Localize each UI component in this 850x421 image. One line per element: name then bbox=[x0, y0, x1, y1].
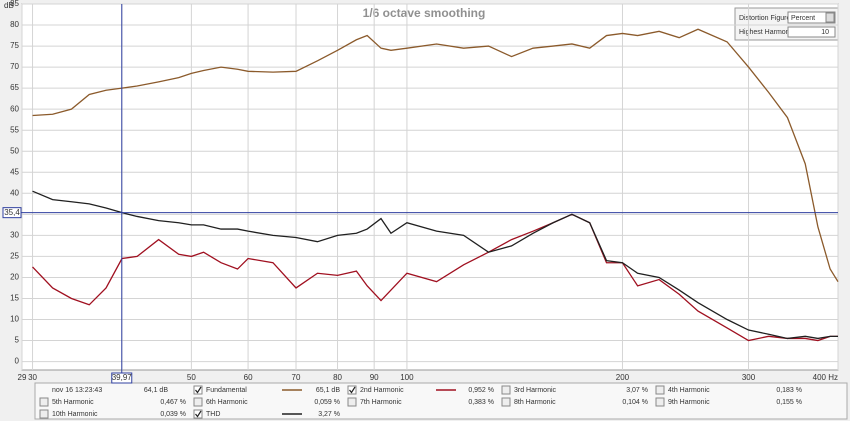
legend-name: THD bbox=[206, 411, 220, 418]
timestamp: nov 16 13:23:43 bbox=[52, 387, 102, 394]
legend-readout: 0,155 % bbox=[776, 399, 802, 406]
harmonic-input[interactable] bbox=[787, 26, 836, 38]
y-tick-label: 55 bbox=[10, 125, 19, 134]
legend-name: 7th Harmonic bbox=[360, 399, 402, 406]
check-mark bbox=[349, 386, 356, 394]
legend-checkbox[interactable] bbox=[39, 409, 49, 419]
y-tick-label: 30 bbox=[10, 230, 19, 239]
y-tick-label: 10 bbox=[10, 315, 19, 324]
y-tick-label: 0 bbox=[15, 357, 20, 366]
legend-readout: 0,383 % bbox=[468, 399, 494, 406]
series-line bbox=[32, 28, 839, 283]
x-tick-label: 90 bbox=[370, 373, 379, 382]
legend-name: 5th Harmonic bbox=[52, 399, 94, 406]
x-tick-label: 29 bbox=[18, 373, 27, 382]
select-arrow[interactable] bbox=[825, 12, 835, 23]
y-axis-label: dB bbox=[4, 1, 14, 10]
distortion-label: Distortion Figures: bbox=[739, 15, 796, 22]
legend-name: Fundamental bbox=[206, 387, 247, 394]
check-mark bbox=[195, 386, 202, 394]
chart-title: 1/6 octave smoothing bbox=[363, 6, 486, 20]
x-tick-label: 80 bbox=[333, 373, 342, 382]
series-line bbox=[32, 190, 838, 340]
legend-name: 4th Harmonic bbox=[668, 387, 710, 394]
cursor-x-box bbox=[111, 372, 133, 384]
y-tick-label: 75 bbox=[10, 41, 19, 50]
legend-name: 8th Harmonic bbox=[514, 399, 556, 406]
y-tick-label: 20 bbox=[10, 273, 19, 282]
legend-checkbox[interactable] bbox=[193, 409, 203, 419]
series-line bbox=[32, 213, 838, 342]
timestamp-readout: 64,1 dB bbox=[144, 387, 168, 394]
x-tick-label: 100 bbox=[400, 373, 414, 382]
y-tick-label: 80 bbox=[10, 20, 19, 29]
y-tick-label: 40 bbox=[10, 188, 19, 197]
legend-name: 2nd Harmonic bbox=[360, 387, 404, 394]
legend-checkbox[interactable] bbox=[655, 385, 665, 395]
x-tick-label: 300 bbox=[742, 373, 756, 382]
legend-checkbox[interactable] bbox=[193, 385, 203, 395]
distortion-value: Percent bbox=[791, 15, 815, 22]
legend-checkbox[interactable] bbox=[347, 397, 357, 407]
legend-readout: 0,467 % bbox=[160, 399, 186, 406]
y-tick-label: 15 bbox=[10, 294, 19, 303]
check-mark bbox=[195, 410, 202, 418]
legend-name: 6th Harmonic bbox=[206, 399, 248, 406]
x-tick-label: 200 bbox=[616, 373, 630, 382]
legend-readout: 3,07 % bbox=[626, 387, 648, 394]
x-tick-label: 50 bbox=[187, 373, 196, 382]
y-tick-label: 25 bbox=[10, 252, 19, 261]
cursor-x-label: 39,97 bbox=[112, 373, 133, 382]
legend-readout: 3,27 % bbox=[318, 411, 340, 418]
y-tick-label: 85 bbox=[10, 0, 19, 8]
x-tick-label: 70 bbox=[292, 373, 301, 382]
y-tick-label: 70 bbox=[10, 62, 19, 71]
x-tick-label: 30 bbox=[28, 373, 37, 382]
legend-readout: 0,104 % bbox=[622, 399, 648, 406]
legend-checkbox[interactable] bbox=[501, 385, 511, 395]
legend-checkbox[interactable] bbox=[193, 397, 203, 407]
x-tick-label: 400 Hz bbox=[813, 373, 838, 382]
plot-area bbox=[21, 3, 839, 371]
legend-readout: 65,1 dB bbox=[316, 387, 340, 394]
y-tick-label: 5 bbox=[15, 336, 20, 345]
distortion-select[interactable] bbox=[787, 11, 836, 24]
y-tick-label: 50 bbox=[10, 146, 19, 155]
legend-name: 3rd Harmonic bbox=[514, 387, 557, 394]
harmonic-label: Highest Harmonic: bbox=[739, 29, 797, 36]
y-tick-label: 65 bbox=[10, 83, 19, 92]
harmonic-value: 10 bbox=[821, 29, 829, 36]
legend-name: 9th Harmonic bbox=[668, 399, 710, 406]
cursor-y-label: 35,4 bbox=[4, 208, 20, 217]
y-tick-label: 45 bbox=[10, 167, 19, 176]
legend-checkbox[interactable] bbox=[347, 385, 357, 395]
legend-readout: 0,952 % bbox=[468, 387, 494, 394]
legend-readout: 0,059 % bbox=[314, 399, 340, 406]
legend-checkbox[interactable] bbox=[501, 397, 511, 407]
x-tick-label: 60 bbox=[244, 373, 253, 382]
legend-checkbox[interactable] bbox=[655, 397, 665, 407]
legend-name: 10th Harmonic bbox=[52, 411, 98, 418]
y-tick-label: 60 bbox=[10, 104, 19, 113]
legend-readout: 0,039 % bbox=[160, 411, 186, 418]
legend-checkbox[interactable] bbox=[39, 397, 49, 407]
legend-panel bbox=[34, 382, 848, 420]
legend-readout: 0,183 % bbox=[776, 387, 802, 394]
cursor-y-box bbox=[2, 207, 22, 219]
